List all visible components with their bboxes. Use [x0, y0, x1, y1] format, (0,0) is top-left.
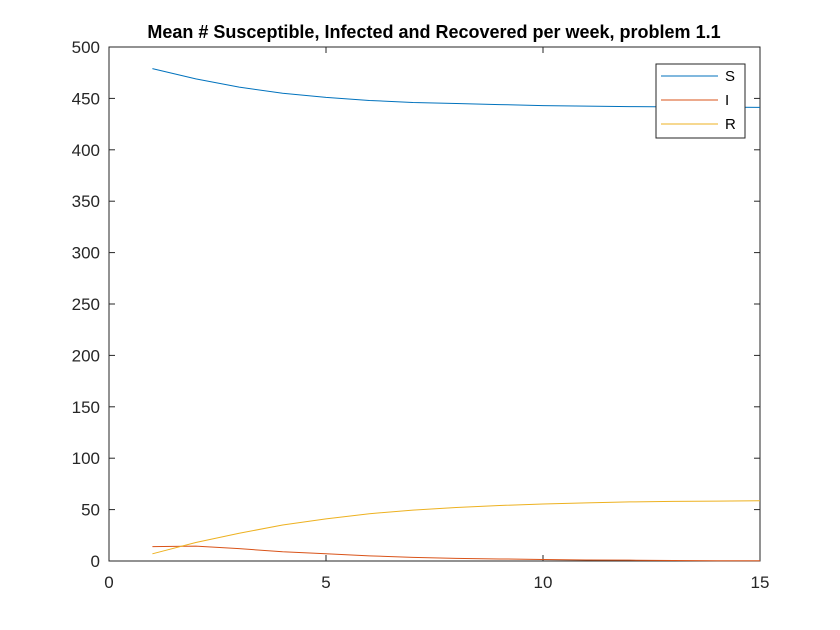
- y-tick-label: 250: [72, 295, 100, 314]
- series-line-i: [152, 545, 761, 562]
- y-tick-label: 100: [72, 449, 100, 468]
- y-tick-label: 200: [72, 346, 100, 365]
- y-tick-label: 500: [72, 38, 100, 57]
- y-tick-label: 350: [72, 192, 100, 211]
- legend-label: R: [725, 116, 736, 133]
- legend-label: S: [725, 68, 735, 85]
- y-tick-label: 300: [72, 244, 100, 263]
- y-tick-label: 0: [91, 552, 100, 571]
- x-tick-label: 15: [751, 573, 770, 592]
- y-tick-label: 400: [72, 141, 100, 160]
- legend-label: I: [725, 92, 729, 109]
- x-tick-label: 10: [534, 573, 553, 592]
- axes-box: [108, 46, 761, 562]
- series-line-r: [152, 500, 761, 555]
- chart-title: Mean # Susceptible, Infected and Recover…: [147, 22, 720, 42]
- y-tick-label: 150: [72, 398, 100, 417]
- y-tick-label: 50: [81, 501, 100, 520]
- x-tick-label: 0: [104, 573, 113, 592]
- y-tick-label: 450: [72, 89, 100, 108]
- x-tick-label: 5: [321, 573, 330, 592]
- legend: SIR: [655, 63, 746, 139]
